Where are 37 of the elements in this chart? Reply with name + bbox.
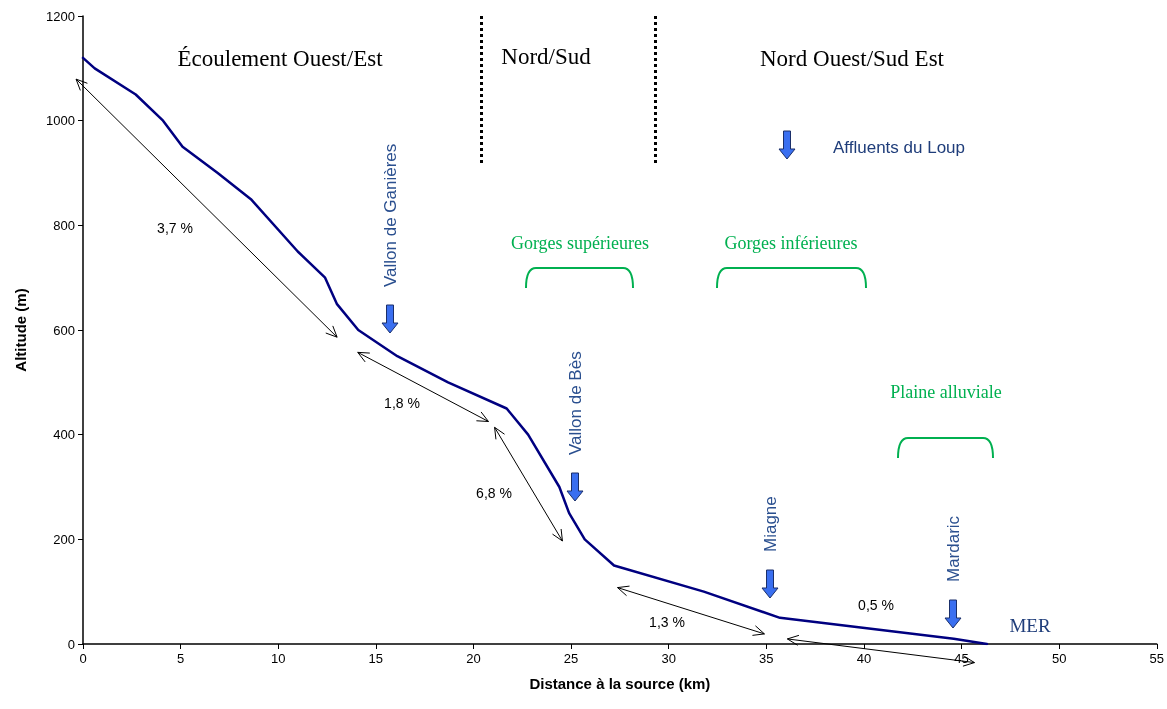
- annotation: Plaine alluviale: [890, 382, 1002, 402]
- annotation: Vallon de Ganières: [380, 143, 400, 287]
- y-tick-label: 1200: [46, 8, 75, 24]
- x-tick-label: 10: [271, 651, 286, 666]
- annotation: Gorges supérieures: [510, 233, 650, 253]
- y-tick-label: 0: [67, 636, 75, 652]
- x-tick-label: 55: [1149, 651, 1164, 666]
- annotation: 1,8 %: [384, 395, 420, 411]
- x-tick-label: 5: [177, 651, 185, 666]
- x-axis-title: Distance à la source (km): [529, 675, 711, 692]
- y-tick-label: 400: [53, 427, 75, 443]
- annotation: Miagne: [760, 496, 780, 552]
- x-tick-label: 35: [759, 651, 774, 666]
- x-tick-label: 20: [466, 651, 481, 666]
- x-tick-label: 50: [1051, 651, 1067, 666]
- y-axis-title: Altitude (m): [12, 288, 29, 372]
- annotation: Gorges inférieures: [724, 233, 858, 253]
- annotation: 0,5 %: [858, 597, 894, 613]
- x-tick-label: 0: [79, 651, 87, 666]
- annotation: Nord/Sud: [501, 43, 592, 69]
- x-tick-label: 30: [661, 651, 676, 666]
- y-tick-label: 200: [53, 531, 75, 547]
- annotation: 6,8 %: [476, 485, 512, 501]
- annotation: 1,3 %: [649, 614, 685, 630]
- x-tick-label: 15: [368, 651, 384, 666]
- annotation: MER: [1009, 614, 1051, 636]
- annotation: Mardaric: [943, 515, 963, 582]
- annotation: 3,7 %: [157, 220, 193, 236]
- annotation: Vallon de Bès: [565, 351, 585, 455]
- annotation: Écoulement Ouest/Est: [177, 45, 384, 71]
- annotation: Nord Ouest/Sud Est: [760, 45, 945, 71]
- y-tick-label: 800: [53, 217, 75, 233]
- annotation: Affluents du Loup: [832, 137, 966, 157]
- y-tick-label: 1000: [46, 113, 75, 129]
- x-tick-label: 25: [563, 651, 579, 666]
- x-tick-label: 40: [856, 651, 872, 666]
- y-tick-label: 600: [53, 322, 75, 338]
